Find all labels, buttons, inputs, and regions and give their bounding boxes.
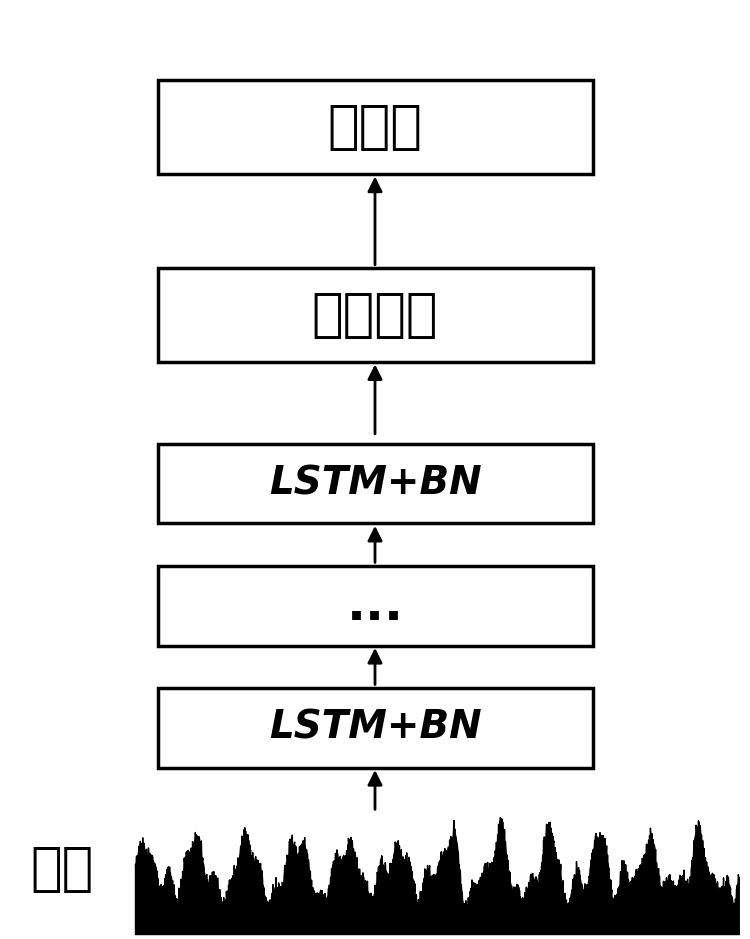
Text: ...: ...: [346, 581, 404, 630]
Text: 样本: 样本: [30, 842, 93, 895]
Text: 全连接层: 全连接层: [312, 288, 438, 341]
Bar: [158, 687, 592, 768]
Bar: [158, 268, 592, 362]
Bar: [158, 565, 592, 646]
Bar: [158, 80, 592, 174]
Text: LSTM+BN: LSTM+BN: [268, 709, 482, 747]
Text: 分类器: 分类器: [328, 100, 422, 153]
Text: LSTM+BN: LSTM+BN: [268, 465, 482, 502]
Bar: [158, 443, 592, 523]
